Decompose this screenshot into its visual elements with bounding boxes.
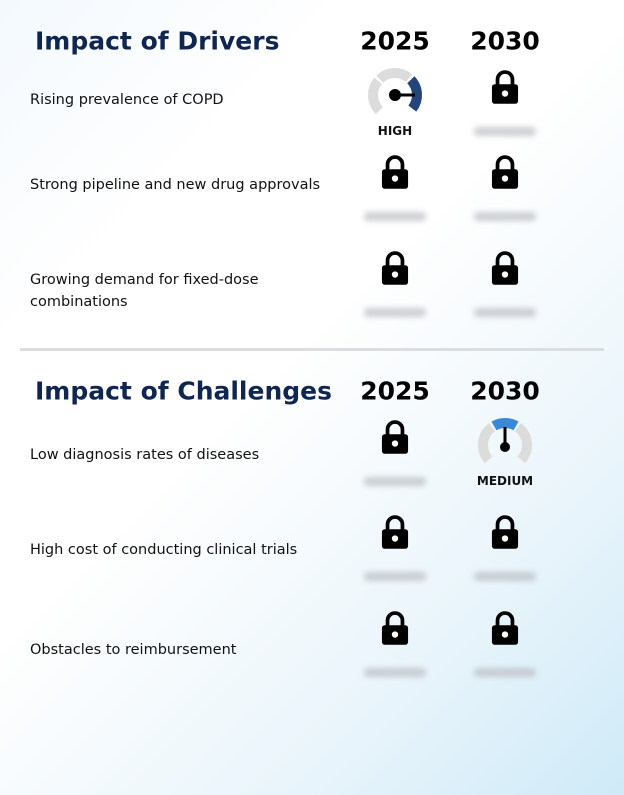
gauge-icon	[368, 68, 422, 115]
gauge: MEDIUM	[455, 418, 555, 503]
blurred-value	[474, 308, 536, 317]
locked-cell	[345, 158, 445, 238]
gauge-segment	[406, 76, 422, 112]
lock-icon	[381, 250, 409, 286]
year-header: 2025	[360, 376, 430, 406]
gauge-segment	[514, 423, 532, 464]
divider	[20, 348, 604, 351]
section-title: Impact of Challenges	[35, 376, 332, 406]
lock-icon	[491, 69, 519, 105]
challenge-label: Low diagnosis rates of diseases	[30, 447, 260, 463]
gauge-segment	[368, 77, 384, 115]
locked-cell	[345, 254, 445, 334]
gauge-hub	[389, 89, 401, 101]
lock-icon	[381, 154, 409, 190]
locked-cell	[455, 254, 555, 334]
lock-icon	[491, 514, 519, 550]
lock-icon	[381, 419, 409, 455]
locked-cell	[455, 73, 555, 153]
blurred-value	[474, 212, 536, 221]
locked-cell	[455, 518, 555, 598]
blurred-value	[364, 668, 426, 677]
blurred-value	[474, 127, 536, 136]
gauge-segment	[478, 423, 496, 464]
blurred-value	[364, 572, 426, 581]
year-header: 2030	[470, 376, 540, 406]
year-header: 2025	[360, 26, 430, 56]
lock-icon	[491, 610, 519, 646]
gauge-segment	[491, 418, 519, 431]
gauge-label: HIGH	[377, 124, 413, 138]
lock-icon	[381, 514, 409, 550]
lock-icon	[491, 154, 519, 190]
locked-cell	[455, 614, 555, 694]
gauge-segment	[376, 68, 413, 84]
driver-label: Growing demand for fixed-dose combinatio…	[30, 272, 259, 310]
lock-icon	[491, 250, 519, 286]
blurred-value	[474, 572, 536, 581]
gauge-hub	[500, 442, 510, 452]
gauge-icon	[478, 418, 532, 464]
locked-cell	[345, 518, 445, 598]
section-title: Impact of Drivers	[35, 26, 280, 56]
blurred-value	[364, 308, 426, 317]
locked-cell	[455, 158, 555, 238]
challenge-label: Obstacles to reimbursement	[30, 642, 237, 658]
gauge-label: MEDIUM	[476, 474, 534, 488]
blurred-value	[364, 212, 426, 221]
blurred-value	[364, 477, 426, 486]
challenge-label: High cost of conducting clinical trials	[30, 542, 298, 558]
driver-label: Strong pipeline and new drug approvals	[30, 177, 321, 193]
locked-cell	[345, 614, 445, 694]
gauge: HIGH	[345, 68, 445, 153]
locked-cell	[345, 423, 445, 503]
blurred-value	[474, 668, 536, 677]
year-header: 2030	[470, 26, 540, 56]
driver-label: Rising prevalence of COPD	[30, 92, 224, 108]
lock-icon	[381, 610, 409, 646]
